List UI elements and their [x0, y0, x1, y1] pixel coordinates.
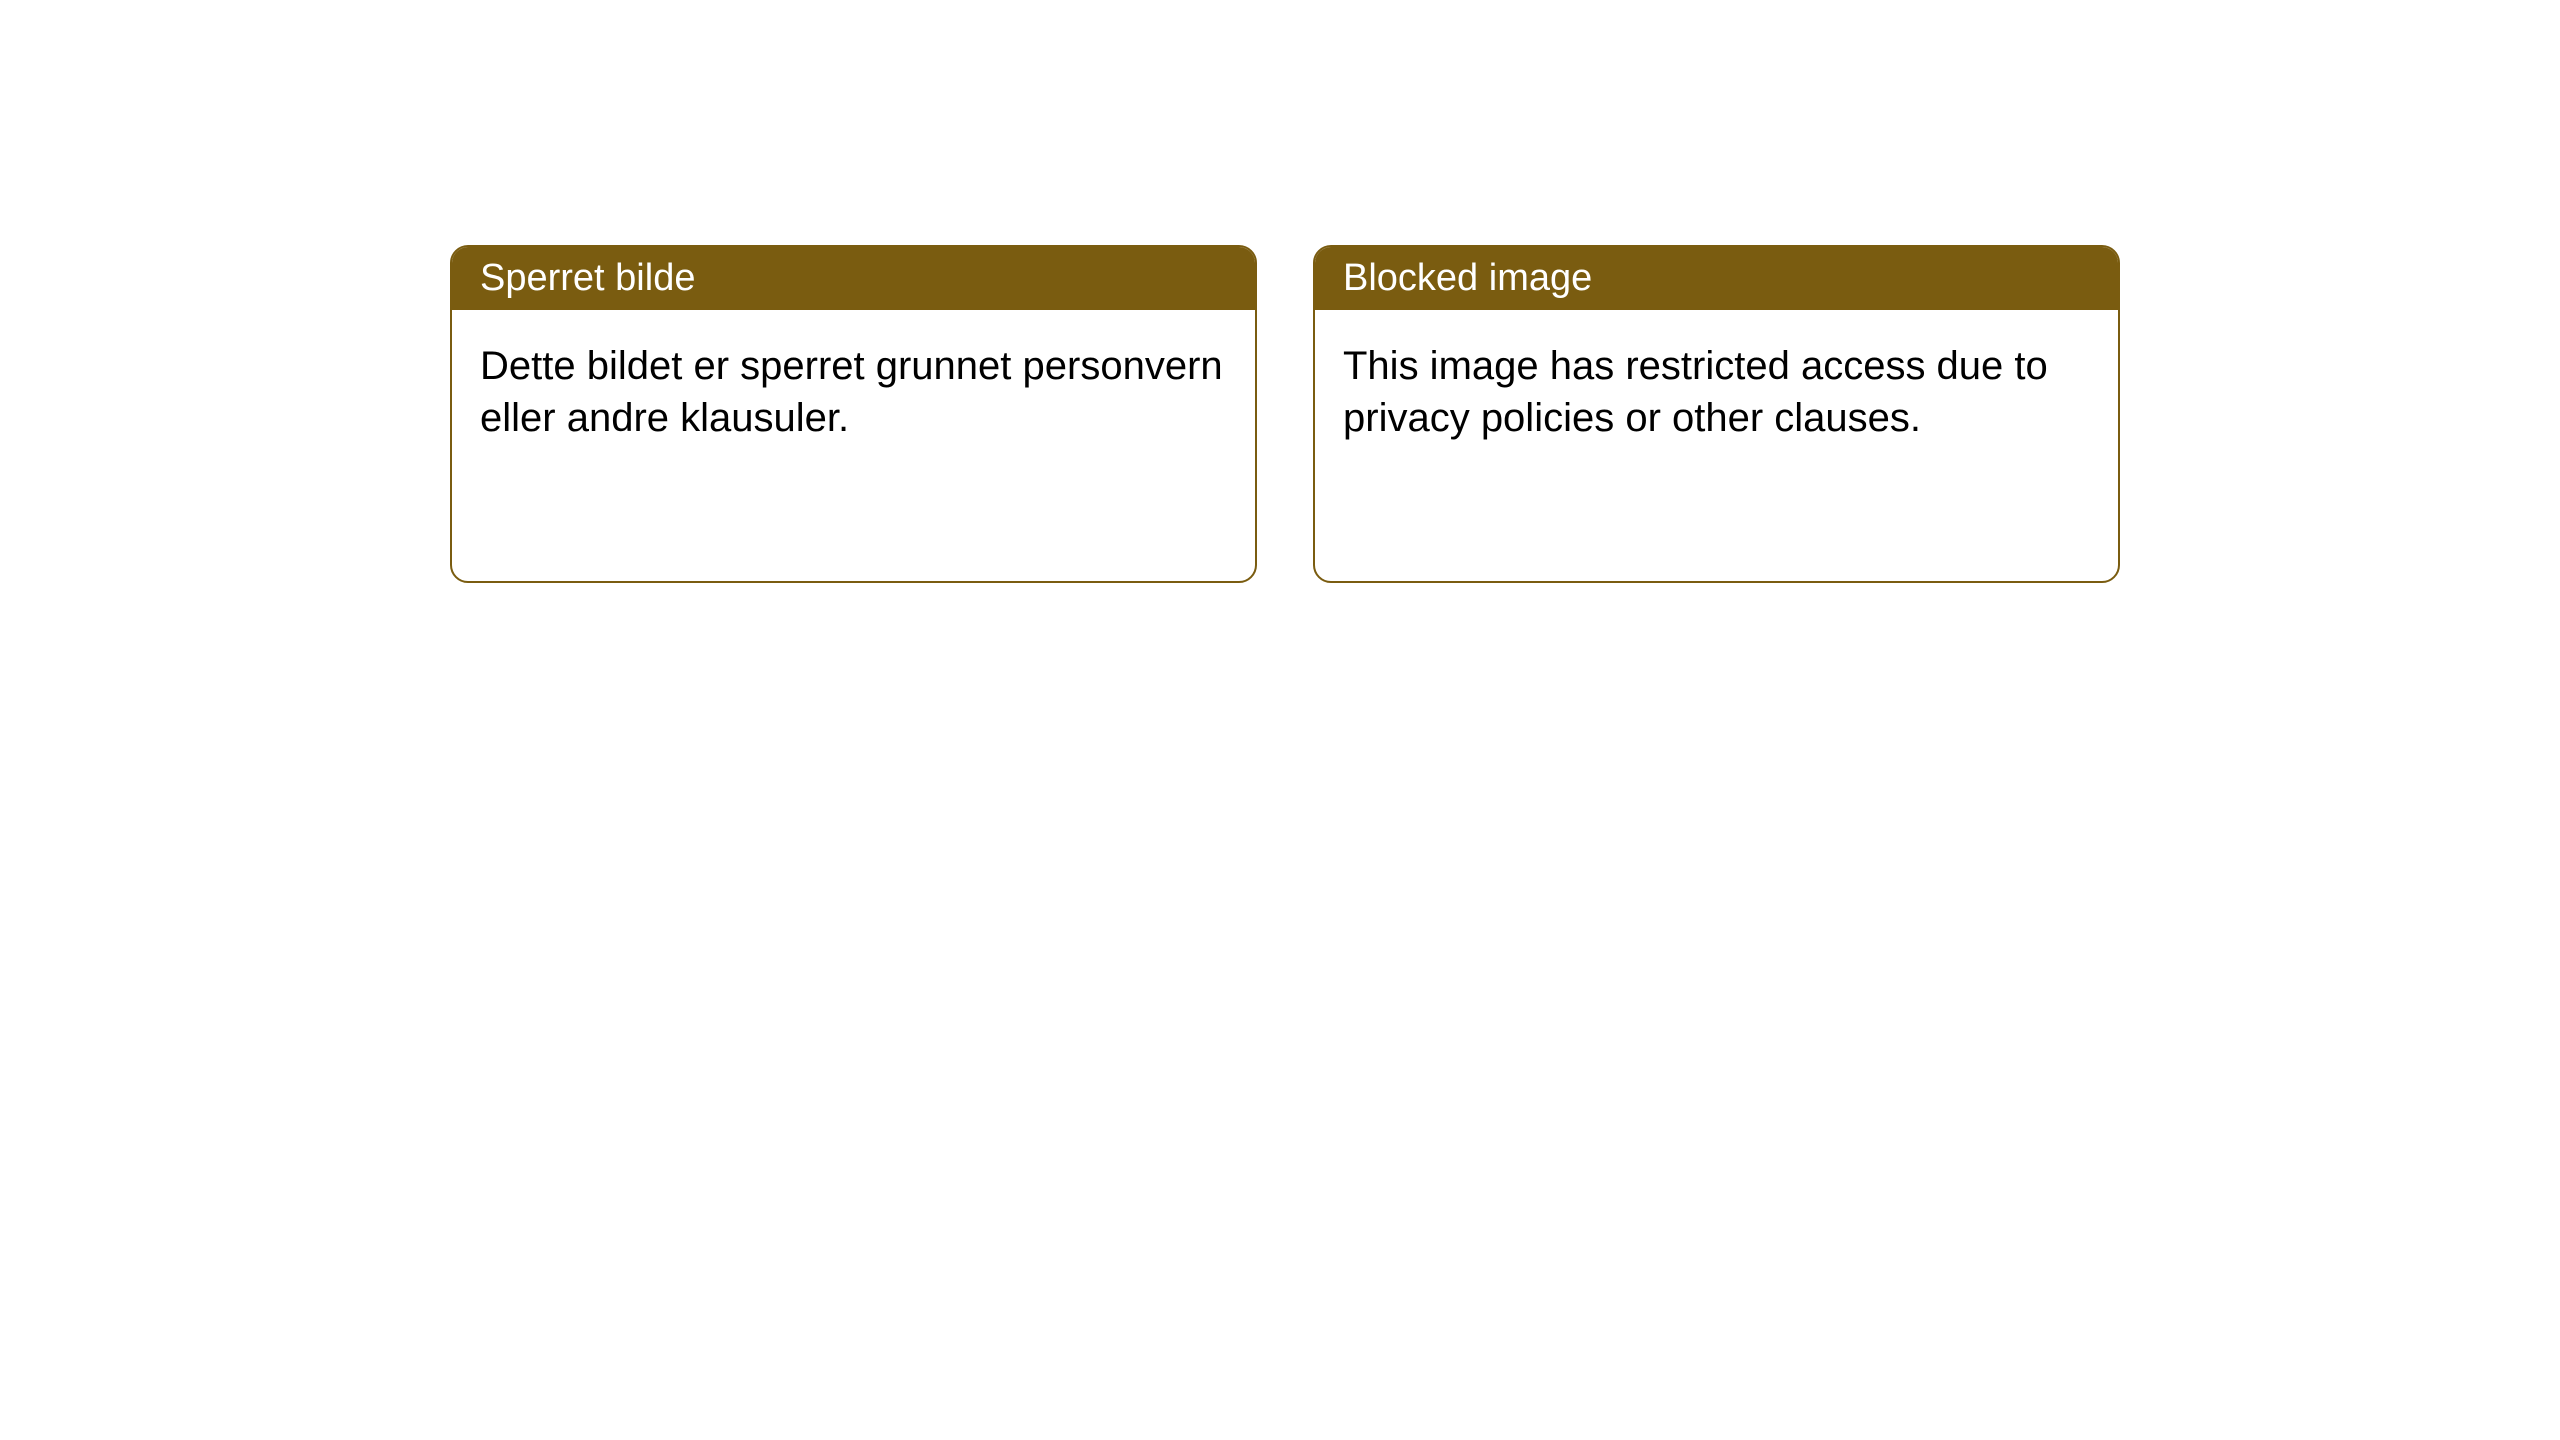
- card-title: Sperret bilde: [480, 257, 695, 299]
- card-body: Dette bildet er sperret grunnet personve…: [452, 310, 1255, 581]
- card-body-text: Dette bildet er sperret grunnet personve…: [480, 344, 1223, 440]
- blocked-image-card-norwegian: Sperret bilde Dette bildet er sperret gr…: [450, 245, 1257, 583]
- blocked-image-card-english: Blocked image This image has restricted …: [1313, 245, 2120, 583]
- card-body-text: This image has restricted access due to …: [1343, 344, 2048, 440]
- card-title: Blocked image: [1343, 257, 1592, 299]
- card-body: This image has restricted access due to …: [1315, 310, 2118, 581]
- card-header: Sperret bilde: [452, 247, 1255, 310]
- notice-card-container: Sperret bilde Dette bildet er sperret gr…: [0, 0, 2560, 583]
- card-header: Blocked image: [1315, 247, 2118, 310]
